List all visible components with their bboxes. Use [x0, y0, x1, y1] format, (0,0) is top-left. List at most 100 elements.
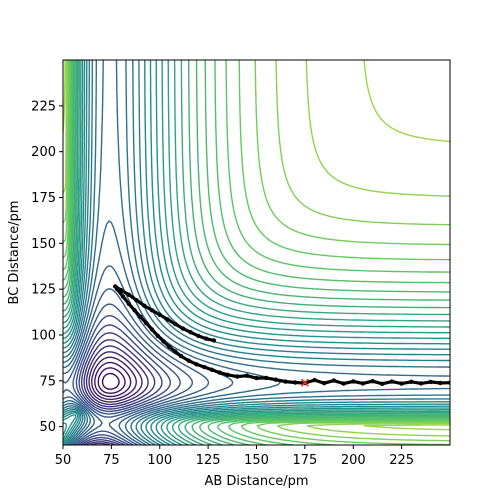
x-tick-label: 200 [341, 453, 366, 468]
x-tick-label: 100 [147, 453, 172, 468]
contour-level-line [94, 361, 132, 398]
contour-level-line [63, 60, 450, 445]
contour-level-line [63, 60, 450, 445]
contour-level-line [63, 60, 450, 445]
trajectory-point [370, 379, 375, 384]
trajectory-point [132, 308, 137, 313]
trajectory-point [360, 381, 366, 386]
trajectory-point [138, 314, 143, 319]
trajectory-point [149, 308, 155, 313]
x-axis-ticks: 50 75 100 125 150 175 200 225 [55, 445, 414, 468]
contour-level-line [63, 60, 450, 445]
y-tick-label: 150 [31, 237, 56, 252]
trajectory-point [173, 349, 178, 354]
trajectory-point [126, 301, 131, 306]
trajectory-point [126, 292, 131, 297]
contour-level-line [63, 60, 450, 445]
trajectory-point [165, 317, 170, 322]
y-tick-label: 100 [31, 329, 56, 344]
contour-level-line [63, 60, 450, 445]
trajectory-point [293, 380, 298, 385]
x-tick-label: 150 [244, 453, 269, 468]
trajectory-point [380, 381, 385, 386]
trajectory-point [204, 336, 209, 341]
y-tick-label: 75 [39, 374, 56, 389]
contour-level-line [63, 60, 450, 445]
trajectory-point [115, 287, 120, 292]
trajectory-point [399, 381, 404, 386]
trajectory-point [178, 353, 184, 359]
trajectory-point [341, 381, 346, 386]
trajectory-point [188, 330, 193, 335]
trajectory-point [389, 379, 395, 384]
trajectory-point [264, 375, 269, 381]
contour-level-line [88, 351, 143, 403]
x-axis-label: AB Distance/pm [204, 474, 308, 489]
trajectory-point [273, 377, 279, 382]
trajectory-point [180, 326, 186, 331]
contour-level-line [63, 60, 450, 445]
contour-level-line [97, 367, 126, 394]
trajectory-point [312, 377, 317, 383]
contour-level-line [101, 372, 120, 390]
trajectory-point [186, 358, 191, 363]
trajectory-point [283, 379, 288, 384]
contour-level-line [63, 60, 450, 445]
trajectory-point [244, 373, 249, 378]
contour-level-line [63, 60, 450, 445]
x-tick-label: 125 [196, 453, 221, 468]
marker-layer [300, 378, 309, 387]
trajectory-point [351, 379, 356, 384]
contour-level-line [72, 303, 194, 445]
trajectory-point [409, 379, 414, 384]
trajectory-point [418, 381, 424, 386]
trajectory-point [161, 339, 166, 344]
trajectory-point [447, 380, 450, 385]
trajectory-point [194, 362, 199, 367]
contour-level-line [63, 60, 450, 445]
trajectory-point [254, 375, 259, 381]
x-tick-label: 75 [103, 453, 120, 468]
trajectory-point [144, 320, 149, 326]
y-tick-label: 225 [31, 99, 56, 114]
trajectory-series [113, 284, 450, 386]
y-axis-ticks: 50 75 100 125 150 175 200 225 [31, 99, 63, 435]
x-tick-label: 175 [292, 453, 317, 468]
trajectory-point [235, 374, 240, 379]
trajectory-point [202, 364, 207, 370]
trajectory-point [142, 303, 147, 308]
trajectory-point [134, 298, 139, 303]
contour-level-line [63, 60, 450, 445]
trajectory-point [209, 367, 215, 372]
contour-level-line [75, 315, 181, 445]
contour-level-line [78, 324, 171, 445]
x-tick-label: 225 [389, 453, 414, 468]
trajectory-point [428, 379, 433, 385]
trajectory-point [157, 312, 162, 317]
x-tick-label: 50 [55, 453, 72, 468]
trajectory-point [322, 381, 327, 386]
trajectory-point [120, 294, 126, 299]
trajectory-point [167, 344, 172, 350]
y-tick-label: 50 [39, 420, 56, 435]
y-tick-label: 125 [31, 283, 56, 298]
trajectory-point [211, 338, 217, 343]
trajectory-point [331, 378, 337, 383]
contour-level-line [63, 60, 450, 442]
trajectory-point [196, 333, 201, 339]
y-axis-label: BC Distance/pm [7, 200, 22, 304]
contour-level-line [91, 356, 137, 401]
trajectory-point [438, 380, 443, 386]
trajectory-point [149, 327, 155, 332]
contour-level-line [63, 60, 450, 445]
contour-level-line [63, 60, 450, 445]
contour-level-line [63, 60, 450, 437]
saddle-marker [300, 378, 309, 387]
contour-level-line [63, 60, 450, 431]
trajectory-point [118, 287, 124, 293]
trajectory-point [217, 370, 222, 375]
contour-level-line [63, 60, 450, 445]
y-tick-label: 200 [31, 145, 56, 160]
trajectory-point [225, 372, 230, 377]
